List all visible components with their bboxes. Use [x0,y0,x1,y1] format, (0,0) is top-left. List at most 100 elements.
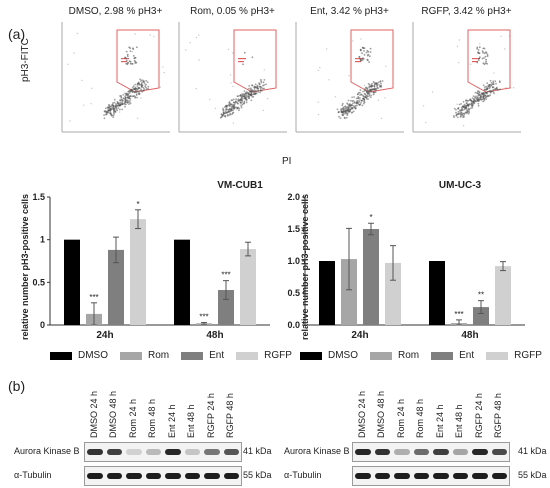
flow-event [482,100,484,103]
blot-band [394,449,410,455]
flow-event [131,62,133,65]
x-tick-label: 24h [351,330,368,341]
flow-event [495,82,497,85]
flow-event [224,108,227,111]
flow-event [224,110,227,112]
flow-event [476,61,479,64]
blot-band [145,449,161,455]
flow-event [360,60,362,62]
legend-1: DMSO Rom Ent RGFP [50,350,292,361]
flow-event [463,103,466,106]
flow-event [127,96,130,99]
flow-event [136,46,138,49]
lane-label: Rom 24 h [395,398,406,438]
flow-event [112,102,114,105]
flow-event [238,99,241,102]
flow-event [376,82,379,85]
flow-event [263,84,266,86]
flow-event [107,107,110,109]
flow-event [478,46,481,49]
bar-rom-24h [341,259,357,325]
flow-event [463,113,466,116]
flow-event [453,107,456,110]
western-blot-panel: DMSO 24 h DMSO 48 h Rom 24 h Rom 48 h Ent 24… [0,368,550,488]
flow-event [231,112,234,114]
flow-gate-label [472,58,480,60]
flow-event [133,88,136,90]
aurora-kinase-blot [84,442,242,462]
blot-row-label: Aurora Kinase B [14,446,80,456]
flow-event [486,55,489,57]
flow-event [230,99,233,102]
blot-band [491,473,507,479]
flow-event [376,85,378,88]
flow-event [247,93,250,96]
flow-event [462,114,465,117]
flow-event [233,104,235,106]
flow-event [349,103,351,105]
flow-event [223,112,225,115]
legend-item-ent: Ent [431,350,474,361]
flow-event [131,90,134,93]
flow-event [131,86,134,89]
flow-event [130,88,133,91]
flow-event [228,105,231,108]
flow-gate [233,29,277,93]
flow-event [355,101,358,104]
bar-ent-24h [363,229,379,325]
flow-event [149,34,151,36]
flow-event [485,89,488,91]
flow-event [142,86,145,89]
blot-band [374,449,390,455]
flow-event [366,58,369,61]
flow-event [245,99,248,102]
flow-event [337,111,340,114]
flow-event [495,87,498,90]
flow-event [344,105,347,108]
flow-event [369,47,372,50]
flow-event [462,116,464,118]
flow-plot-title-1: DMSO, 2.98 % pH3+ [68,6,163,17]
flow-event [380,117,383,120]
flow-event [133,57,136,60]
flow-event [129,102,132,105]
flow-event [257,87,259,90]
blot-row-label: α-Tubulin [284,470,322,480]
flow-event [255,90,258,93]
flow-event [466,109,469,112]
flow-event [373,85,376,88]
bar-rgfp-24h [130,219,146,325]
flow-event [462,125,465,127]
flow-event [128,103,131,105]
flow-event [104,110,106,112]
flow-event [123,97,126,100]
flow-event [126,99,129,102]
flow-event [266,97,269,100]
legend-item-rgfp: RGFP [236,350,292,361]
flow-event [362,102,365,105]
flow-event [233,101,236,104]
flow-event [248,95,251,98]
flow-event [366,95,368,97]
flow-event [348,75,350,77]
flow-event [348,110,350,113]
flow-event [476,92,479,95]
flow-plot-3 [295,22,404,133]
flow-event [380,82,382,85]
flow-event [487,95,490,98]
flow-event [457,110,460,113]
flow-event [352,40,354,42]
flow-event [232,85,234,88]
legend-item-dmso: DMSO [50,350,108,361]
flow-event [373,87,376,90]
flow-event [232,106,235,109]
y-tick-label: 1.0 [287,256,300,266]
flow-plot-2 [178,22,287,133]
flow-event [114,110,117,113]
flow-event [118,111,121,113]
blot-band [204,473,220,479]
flow-event [479,93,482,96]
flow-event [369,96,372,99]
flow-event [244,97,247,100]
flow-event [486,87,488,89]
